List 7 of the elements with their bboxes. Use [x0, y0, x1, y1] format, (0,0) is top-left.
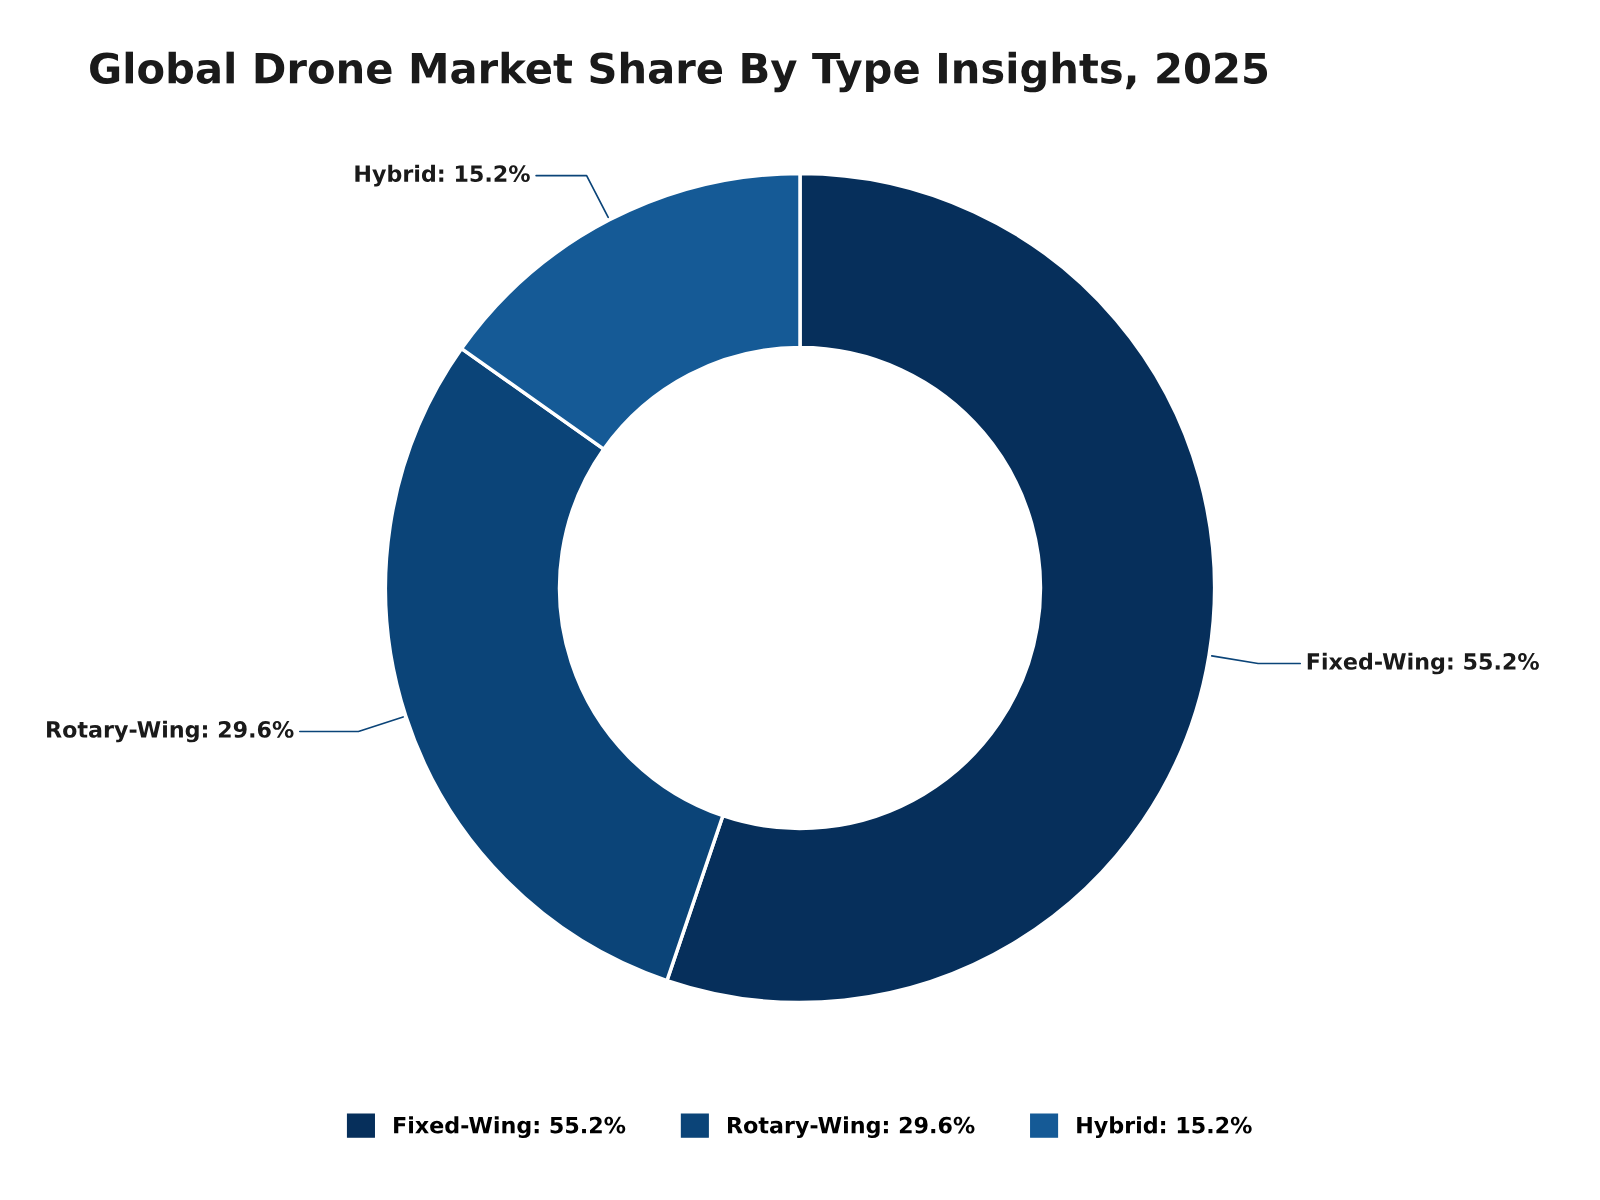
legend-label: Rotary-Wing: 29.6% [728, 1116, 975, 1138]
slice-label: Rotary-Wing: 29.6% [47, 720, 294, 743]
chart-title: Global Drone Market Share By Type Insights, 2025 [90, 51, 1268, 93]
slice-label: Fixed-Wing: 55.2% [1307, 652, 1539, 675]
legend-label: Hybrid: 15.2% [1077, 1116, 1252, 1138]
legend-label: Fixed-Wing: 55.2% [394, 1116, 626, 1138]
slice-label: Hybrid: 15.2% [355, 164, 530, 187]
